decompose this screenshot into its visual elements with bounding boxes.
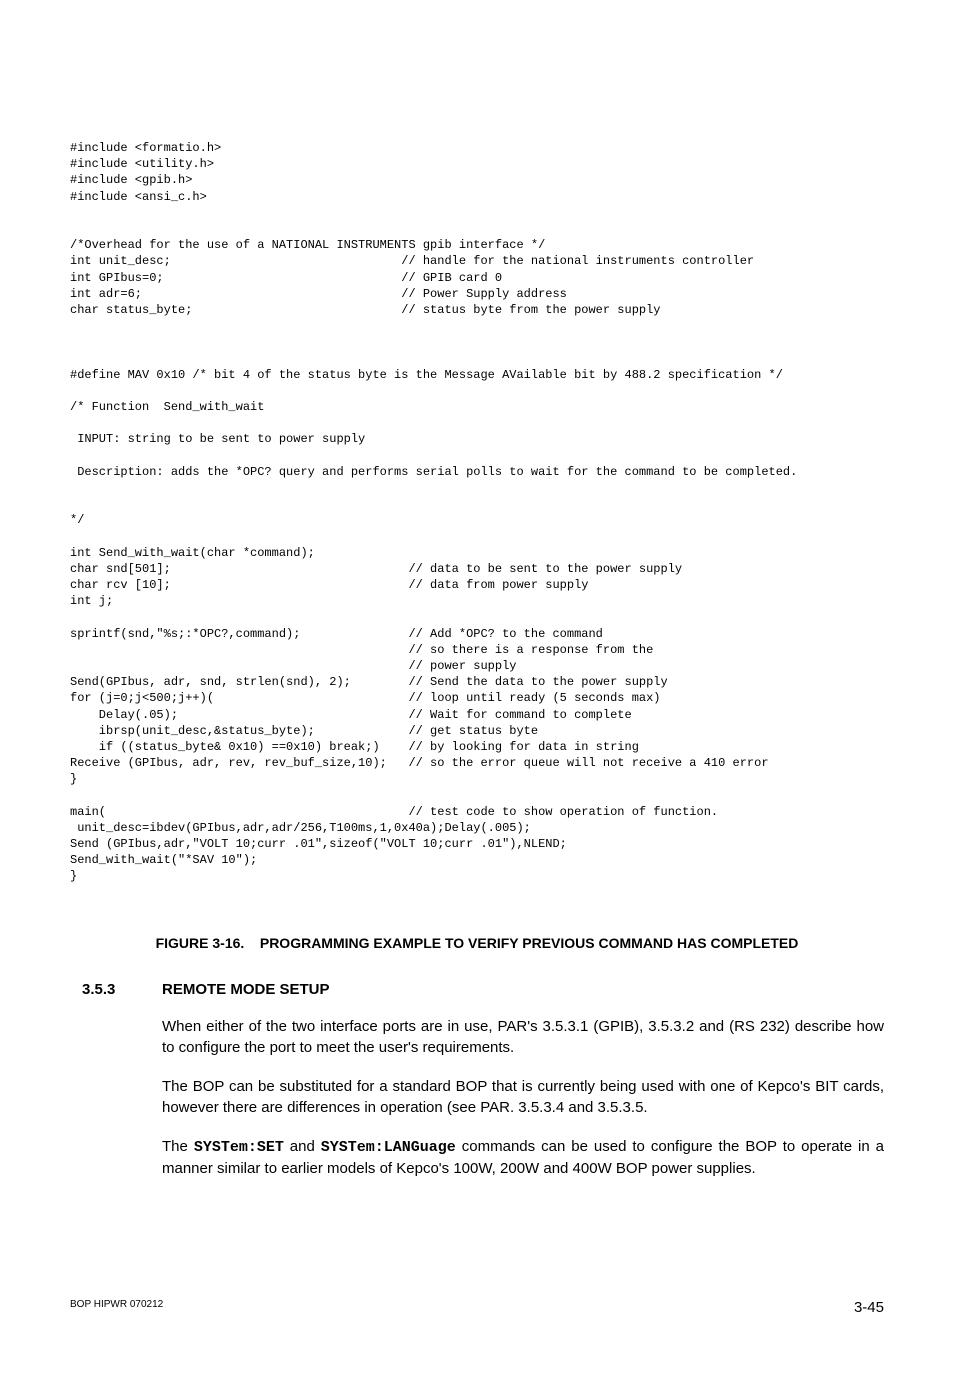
document-page: #include <formatio.h> #include <utility.… bbox=[0, 0, 954, 1376]
code-listing: #include <formatio.h> #include <utility.… bbox=[70, 140, 884, 885]
p3-command-2: SYSTem:LANGuage bbox=[321, 1139, 456, 1156]
p3-text-b: and bbox=[284, 1138, 321, 1155]
paragraph-3: The SYSTem:SET and SYSTem:LANGuage comma… bbox=[162, 1136, 884, 1179]
p3-text-a: The bbox=[162, 1138, 194, 1155]
footer-left: BOP HIPWR 070212 bbox=[70, 1299, 163, 1316]
p3-command-1: SYSTem:SET bbox=[194, 1139, 284, 1156]
figure-label: FIGURE 3-16. bbox=[156, 935, 245, 951]
section-header: 3.5.3 REMOTE MODE SETUP bbox=[82, 981, 884, 998]
paragraph-2: The BOP can be substituted for a standar… bbox=[162, 1076, 884, 1118]
section-number: 3.5.3 bbox=[82, 981, 162, 998]
page-footer: BOP HIPWR 070212 3-45 bbox=[70, 1299, 884, 1316]
footer-right: 3-45 bbox=[854, 1299, 884, 1316]
figure-caption: FIGURE 3-16. PROGRAMMING EXAMPLE TO VERI… bbox=[70, 935, 884, 951]
section-title: REMOTE MODE SETUP bbox=[162, 981, 330, 998]
figure-title: PROGRAMMING EXAMPLE TO VERIFY PREVIOUS C… bbox=[260, 935, 799, 951]
paragraph-1: When either of the two interface ports a… bbox=[162, 1016, 884, 1058]
